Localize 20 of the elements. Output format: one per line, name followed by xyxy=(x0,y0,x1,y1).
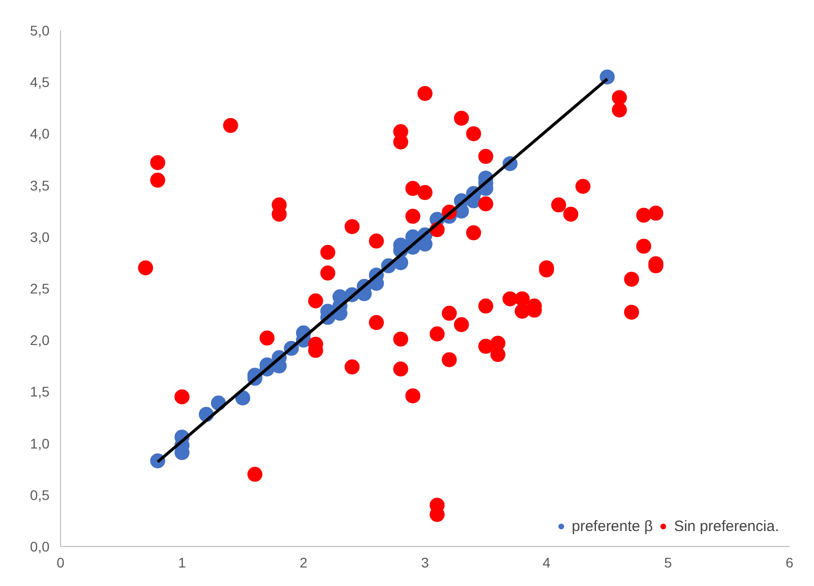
y-tick-label: 3,0 xyxy=(30,228,50,245)
legend-label: preferente β xyxy=(572,518,653,534)
x-tick-label: 2 xyxy=(300,554,308,570)
y-tick-label: 1,5 xyxy=(30,384,50,400)
y-tick-label: 2,0 xyxy=(30,332,50,348)
x-tick-label: 0 xyxy=(56,554,65,570)
y-tick-label: 5,0 xyxy=(30,22,50,38)
x-tick-label: 4 xyxy=(542,554,551,570)
y-tick-label: 3,5 xyxy=(30,177,50,194)
y-tick-label: 4,0 xyxy=(30,126,50,142)
x-tick-label: 5 xyxy=(664,554,672,570)
y-tick-label: 1,0 xyxy=(30,435,50,452)
y-tick-label: 0,5 xyxy=(30,486,50,503)
y-tick-label: 2,5 xyxy=(30,280,50,296)
x-tick-label: 1 xyxy=(178,554,186,570)
x-tick-label: 6 xyxy=(786,554,794,570)
y-tick-label: 4,5 xyxy=(30,74,50,90)
y-tick-label: 0,0 xyxy=(30,538,50,554)
legend-label: Sin preferencia. xyxy=(674,518,779,534)
x-tick-label: 3 xyxy=(421,554,430,570)
